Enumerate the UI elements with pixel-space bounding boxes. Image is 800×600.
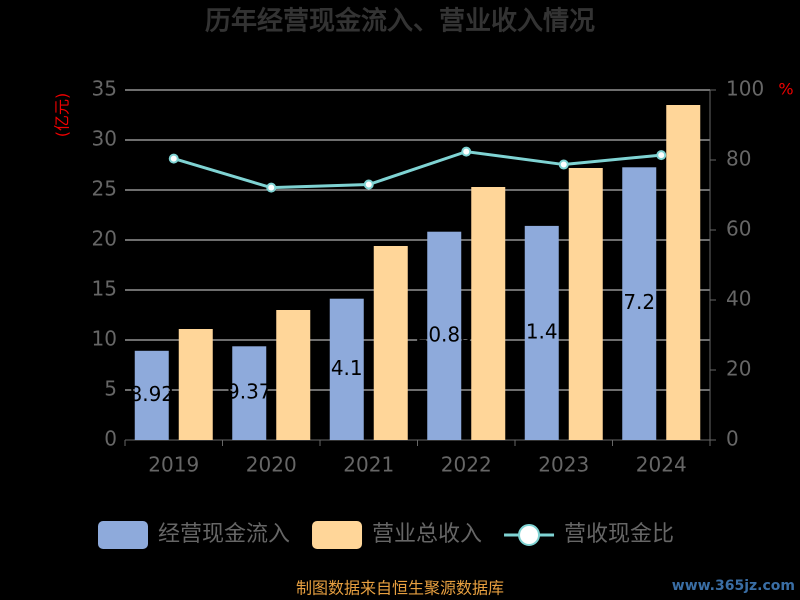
bar	[232, 346, 267, 440]
y-tick-label: 30	[92, 127, 117, 151]
y-tick-label: 20	[92, 227, 117, 251]
x-tick-label: 2023	[538, 453, 589, 477]
chart-title: 历年经营现金流入、营业收入情况	[205, 6, 595, 37]
line	[173, 150, 662, 190]
y2-tick-label: 40	[726, 287, 751, 311]
bar	[329, 298, 364, 440]
bar	[622, 167, 657, 441]
line-marker	[558, 159, 569, 170]
x-tick-label: 2021	[343, 453, 394, 477]
line-marker	[461, 146, 472, 157]
line-marker	[168, 153, 179, 164]
y2-axis-label: %	[778, 80, 793, 99]
watermark: www.365jz.com	[672, 578, 795, 594]
line-marker	[266, 182, 277, 193]
x-tick-label: 2024	[636, 453, 687, 477]
data-label: 8.92	[129, 382, 174, 406]
y2-tick-label: 100	[726, 77, 764, 101]
bar	[276, 310, 311, 440]
data-label: 27.27	[611, 290, 668, 314]
data-label: 14.13	[318, 356, 375, 380]
source-note: 制图数据来自恒生聚源数据库	[296, 579, 504, 598]
legend-label: 营业总收入	[372, 522, 482, 547]
y-tick-label: 5	[104, 377, 117, 401]
bar	[134, 350, 169, 440]
legend-swatch	[312, 521, 363, 549]
y2-tick-label: 20	[726, 357, 751, 381]
y-tick-label: 15	[92, 277, 117, 301]
legend-swatch	[518, 524, 541, 546]
data-label: 9.37	[227, 380, 272, 404]
bar	[373, 246, 408, 440]
bar	[666, 105, 701, 440]
legend-label: 营收现金比	[564, 522, 674, 547]
line-marker	[363, 179, 374, 190]
data-label: 21.41	[513, 319, 570, 343]
y-tick-label: 10	[92, 327, 117, 351]
data-label: 20.83	[416, 322, 473, 346]
y2-tick-label: 0	[726, 427, 739, 451]
line-marker	[656, 150, 667, 161]
bar	[471, 187, 506, 440]
bar	[568, 168, 603, 440]
bar	[427, 231, 462, 440]
bar	[178, 329, 213, 440]
y2-tick-label: 80	[726, 147, 751, 171]
legend-label: 经营现金流入	[158, 522, 290, 547]
y-tick-label: 25	[92, 177, 117, 201]
legend-swatch	[98, 521, 148, 549]
y-tick-label: 35	[92, 77, 117, 101]
x-tick-label: 2019	[148, 453, 199, 477]
y-axis-label: (亿元)	[53, 93, 72, 138]
bar	[524, 225, 559, 440]
x-tick-label: 2022	[441, 453, 492, 477]
y-tick-label: 0	[104, 427, 117, 451]
x-tick-label: 2020	[246, 453, 297, 477]
y2-tick-label: 60	[726, 217, 751, 241]
